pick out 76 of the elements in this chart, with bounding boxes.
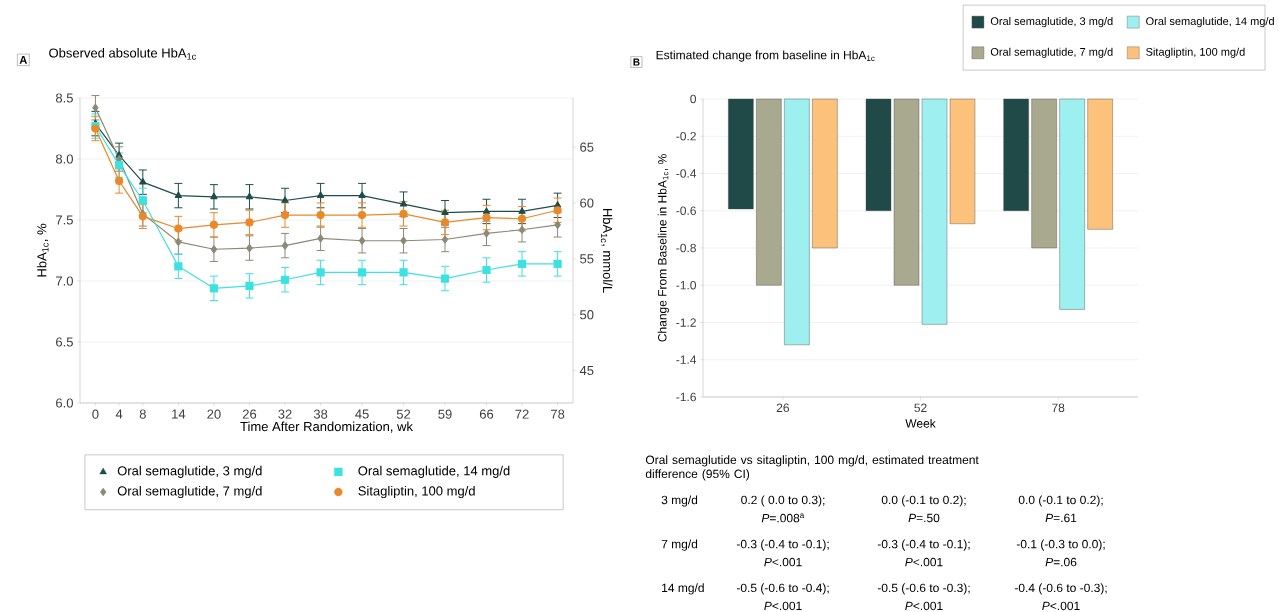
x-tick-label: 59: [438, 409, 452, 419]
legend-label: Oral semaglutide, 3 mg/d: [117, 465, 262, 478]
x-axis-title: Week: [905, 418, 936, 428]
x-tick-label: 20: [207, 409, 221, 419]
y-tick-label: 7.0: [56, 276, 73, 286]
y2-axis-title: HbA$_{1c}$, mmol/L: [600, 208, 613, 293]
text: P=.008$^{a}$: [761, 513, 805, 523]
text: A: [19, 56, 27, 64]
x-tick-label: 38: [313, 409, 328, 419]
legend-label: Oral semaglutide, 7 mg/d: [990, 47, 1113, 58]
x-tick-label: 32: [278, 409, 292, 419]
x-tick-label: 66: [479, 409, 494, 419]
y2-tick-label: 55: [580, 254, 594, 264]
y-tick-label: -1.6: [676, 392, 696, 402]
x-tick-label: 78: [551, 409, 565, 419]
y-tick-label: -1.0: [676, 281, 697, 290]
y-axis-title: HbA$_{1c}$, %: [36, 223, 49, 277]
x-tick-label: 26: [242, 409, 257, 419]
y-tick-label: -0.8: [676, 243, 696, 253]
x-axis-title: Time After Randomization, wk: [240, 421, 413, 433]
legend-label: Oral semaglutide, 7 mg/d: [117, 485, 262, 499]
text: 3 mg/d: [661, 495, 698, 507]
text: -0.1 (-0.3 to 0.0);: [1016, 539, 1105, 551]
text: 0.2 ( 0.0 to 0.3);: [741, 495, 825, 507]
text: P=.06: [1045, 557, 1077, 567]
y-tick-label: -0.2: [676, 132, 696, 141]
y-tick-label: 0: [690, 94, 697, 104]
text: 7 mg/d: [661, 539, 698, 551]
y-tick-label: 7.5: [56, 215, 73, 225]
x-tick-label: 72: [515, 409, 529, 419]
y-tick-label: 8.5: [55, 93, 73, 103]
y-tick-label: -0.4: [676, 169, 697, 178]
text: P<.001: [905, 557, 943, 567]
text: P=.61: [1045, 513, 1077, 523]
text: P<.001: [905, 601, 943, 611]
y-axis-title: Change From Baseline in HbA$_{1c}$, %: [657, 154, 669, 342]
text: -0.5 (-0.6 to -0.4);: [736, 583, 829, 595]
text: P<.001: [1042, 601, 1080, 611]
text: P<.001: [764, 557, 802, 567]
x-tick-label: 52: [914, 403, 927, 413]
chart-title: Estimated change from baseline in HbA$_{1c}$: [656, 50, 875, 62]
text: P<.001: [764, 601, 802, 611]
y-tick-label: -0.6: [676, 206, 696, 215]
x-tick-label: 45: [355, 409, 369, 419]
legend-label: Oral semaglutide, 3 mg/d: [990, 16, 1113, 28]
x-tick-label: 78: [1052, 403, 1065, 413]
text: B: [633, 58, 640, 66]
x-tick-label: 26: [776, 403, 789, 413]
y-tick-label: 8.0: [55, 154, 73, 164]
legend-label: Oral semaglutide, 14 mg/d: [1146, 16, 1274, 28]
text: -0.3 (-0.4 to -0.1);: [877, 539, 970, 551]
x-tick-label: 0: [92, 409, 99, 419]
text: P=.50: [908, 513, 940, 523]
x-tick-label: 4: [115, 409, 123, 419]
chart-title: Observed absolute HbA$_{1c}$: [49, 48, 196, 60]
y-tick-label: -1.2: [676, 318, 696, 327]
y2-tick-label: 60: [580, 198, 594, 208]
text: Oral semaglutide vs sitagliptin, 100 mg/d, estimated treatment difference (95% CI): [645, 455, 979, 481]
text: -0.4 (-0.6 to -0.3);: [1014, 583, 1107, 595]
text: 0.0 (-0.1 to 0.2);: [881, 495, 966, 507]
legend-label: Sitagliptin, 100 mg/d: [358, 485, 475, 499]
x-tick-label: 52: [396, 409, 411, 419]
y2-tick-label: 65: [580, 142, 594, 152]
text: 0.0 (-0.1 to 0.2);: [1018, 495, 1103, 507]
y2-tick-label: 45: [579, 366, 594, 376]
y2-tick-label: 50: [580, 310, 594, 320]
y-tick-label: 6.0: [56, 398, 73, 408]
legend-label: Sitagliptin, 100 mg/d: [1146, 47, 1245, 58]
x-tick-label: 14: [172, 409, 186, 419]
y-tick-label: -1.4: [676, 355, 697, 364]
text: -0.3 (-0.4 to -0.1);: [736, 539, 829, 551]
text: -0.5 (-0.6 to -0.3);: [877, 583, 970, 595]
legend-label: Oral semaglutide, 14 mg/d: [358, 465, 510, 478]
text: 14 mg/d: [662, 583, 704, 595]
y-tick-label: 6.5: [56, 337, 73, 347]
x-tick-label: 8: [139, 409, 146, 419]
